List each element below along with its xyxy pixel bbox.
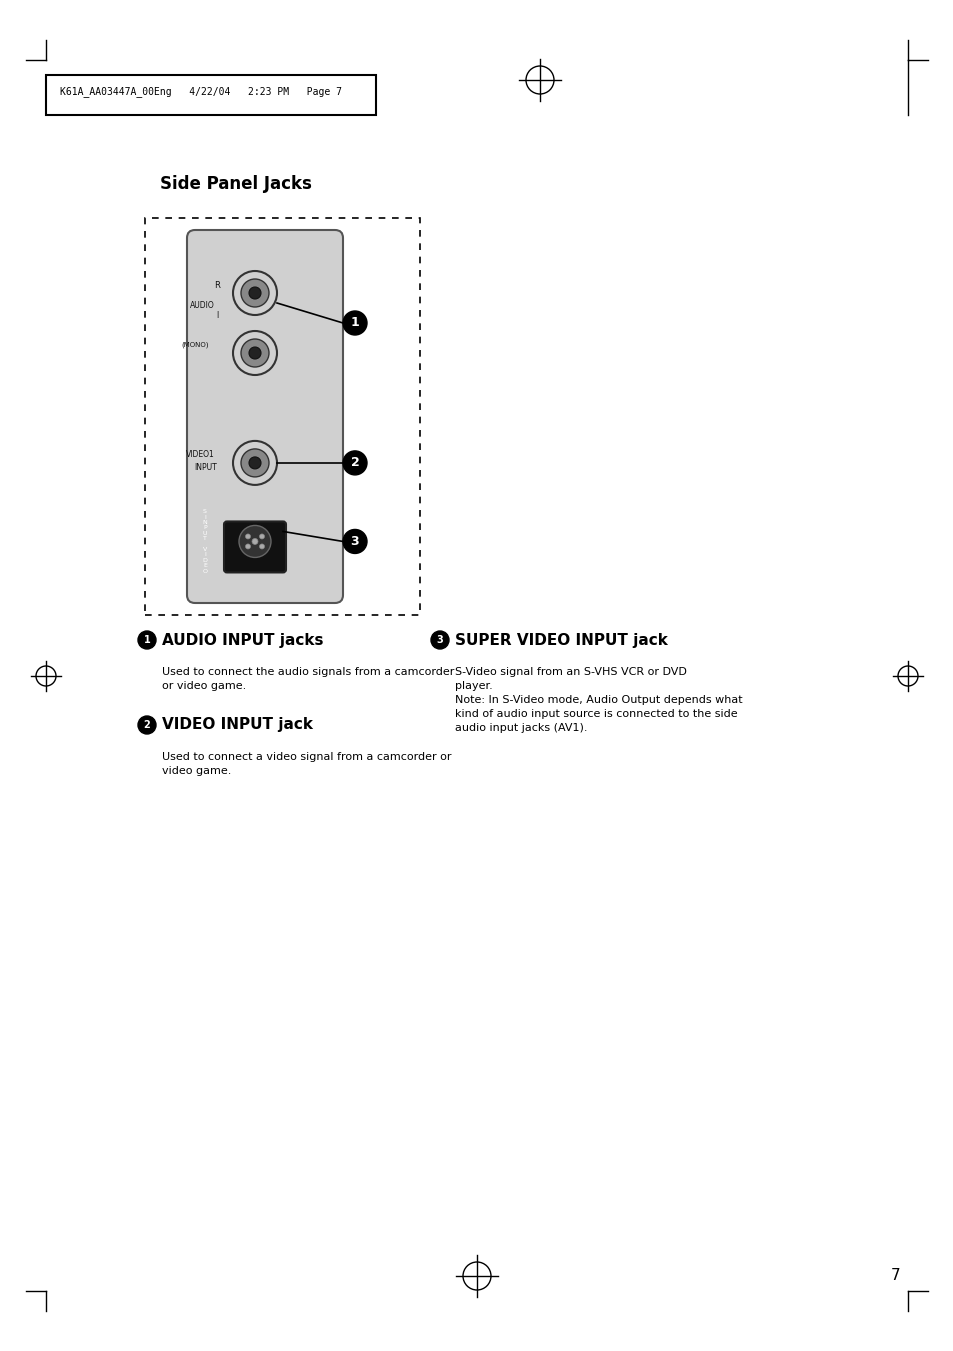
Text: K61A_AA03447A_00Eng   4/22/04   2:23 PM   Page 7: K61A_AA03447A_00Eng 4/22/04 2:23 PM Page… (60, 86, 341, 97)
Circle shape (241, 449, 269, 477)
Text: Side Panel Jacks: Side Panel Jacks (160, 176, 312, 193)
Text: SUPER VIDEO INPUT jack: SUPER VIDEO INPUT jack (455, 632, 667, 647)
Text: Used to connect a video signal from a camcorder or
video game.: Used to connect a video signal from a ca… (162, 753, 451, 775)
Text: R: R (213, 281, 220, 289)
Text: INPUT: INPUT (194, 463, 216, 473)
Circle shape (343, 311, 367, 335)
Circle shape (343, 530, 367, 554)
Circle shape (252, 539, 257, 544)
Circle shape (249, 457, 261, 469)
Circle shape (259, 544, 264, 549)
Text: VIDEO INPUT jack: VIDEO INPUT jack (162, 717, 313, 732)
Circle shape (245, 544, 251, 549)
Circle shape (431, 631, 449, 648)
Text: S
I
N
P
U
T

V
I
D
E
O: S I N P U T V I D E O (202, 509, 208, 574)
Circle shape (138, 631, 156, 648)
Text: 2: 2 (351, 457, 359, 469)
Text: 2: 2 (144, 720, 151, 730)
Text: Used to connect the audio signals from a camcorder
or video game.: Used to connect the audio signals from a… (162, 667, 454, 690)
Text: I: I (216, 311, 219, 319)
Text: AUDIO INPUT jacks: AUDIO INPUT jacks (162, 632, 323, 647)
Text: VIDEO1: VIDEO1 (186, 450, 214, 459)
Circle shape (245, 534, 251, 539)
Circle shape (138, 716, 156, 734)
Text: 7: 7 (889, 1269, 899, 1283)
Circle shape (343, 451, 367, 476)
Text: 1: 1 (144, 635, 151, 644)
FancyBboxPatch shape (187, 230, 343, 603)
FancyBboxPatch shape (224, 521, 286, 573)
Circle shape (239, 526, 271, 558)
Text: 3: 3 (436, 635, 443, 644)
FancyBboxPatch shape (46, 76, 375, 115)
FancyBboxPatch shape (145, 218, 419, 615)
Circle shape (249, 286, 261, 299)
Circle shape (259, 534, 264, 539)
Text: 3: 3 (351, 535, 359, 549)
Text: 1: 1 (351, 316, 359, 330)
Text: AUDIO: AUDIO (190, 300, 214, 309)
Text: (MONO): (MONO) (181, 342, 209, 349)
Circle shape (249, 347, 261, 359)
Circle shape (241, 280, 269, 307)
Circle shape (241, 339, 269, 367)
Text: S-Video signal from an S-VHS VCR or DVD
player.
Note: In S-Video mode, Audio Out: S-Video signal from an S-VHS VCR or DVD … (455, 667, 741, 734)
